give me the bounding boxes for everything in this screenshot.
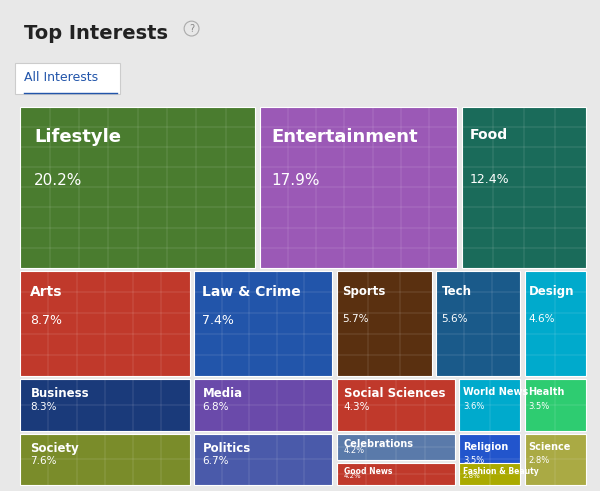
Bar — [194, 379, 332, 431]
Bar — [337, 463, 455, 485]
Text: 6.7%: 6.7% — [202, 456, 229, 466]
Text: 12.4%: 12.4% — [469, 173, 509, 186]
Text: Business: Business — [31, 387, 89, 400]
Text: 2.8%: 2.8% — [463, 473, 481, 479]
Text: 17.9%: 17.9% — [272, 173, 320, 188]
Bar — [337, 435, 455, 460]
Text: Politics: Politics — [202, 442, 251, 455]
Text: Celebrations: Celebrations — [344, 439, 414, 449]
Bar — [20, 379, 190, 431]
Text: Lifestyle: Lifestyle — [34, 128, 121, 146]
Text: Society: Society — [31, 442, 79, 455]
Text: 3.5%: 3.5% — [529, 402, 550, 410]
Bar — [194, 271, 332, 376]
Text: 4.2%: 4.2% — [344, 473, 361, 479]
Text: 4.6%: 4.6% — [529, 314, 555, 325]
Text: 5.7%: 5.7% — [343, 314, 369, 325]
Text: 8.3%: 8.3% — [31, 402, 57, 411]
Bar — [525, 271, 586, 376]
Bar — [260, 107, 457, 268]
Text: 7.4%: 7.4% — [202, 314, 234, 327]
Text: 2.8%: 2.8% — [529, 456, 550, 465]
Text: Law & Crime: Law & Crime — [202, 285, 301, 299]
Text: Food: Food — [469, 128, 508, 142]
Bar — [459, 463, 520, 485]
Text: Top Interests: Top Interests — [24, 24, 168, 43]
Text: 8.7%: 8.7% — [31, 314, 62, 327]
Text: 3.5%: 3.5% — [463, 456, 484, 465]
Text: Social Sciences: Social Sciences — [344, 387, 445, 400]
Text: Media: Media — [202, 387, 242, 400]
Bar — [462, 107, 586, 268]
Text: Fashion & Beauty: Fashion & Beauty — [463, 467, 539, 476]
Bar — [20, 435, 190, 485]
Bar — [459, 379, 520, 431]
Bar — [525, 379, 586, 431]
Bar — [436, 271, 520, 376]
Text: Arts: Arts — [31, 285, 63, 299]
Bar — [20, 271, 190, 376]
Text: Good News: Good News — [344, 467, 392, 476]
Text: Tech: Tech — [442, 285, 472, 298]
Text: 5.6%: 5.6% — [442, 314, 468, 325]
Bar — [525, 435, 586, 485]
Bar — [20, 107, 255, 268]
Text: Design: Design — [529, 285, 574, 298]
Text: 4.3%: 4.3% — [344, 402, 370, 411]
Bar — [194, 435, 332, 485]
Text: 4.2%: 4.2% — [344, 446, 365, 455]
Bar — [459, 435, 520, 485]
Text: Religion: Religion — [463, 442, 508, 452]
FancyBboxPatch shape — [15, 63, 120, 94]
Text: 7.6%: 7.6% — [31, 456, 57, 466]
Bar — [337, 271, 432, 376]
Text: Health: Health — [529, 387, 565, 397]
Bar — [337, 379, 455, 431]
Text: 3.6%: 3.6% — [463, 402, 484, 410]
Text: ?: ? — [189, 24, 194, 33]
Text: 20.2%: 20.2% — [34, 173, 83, 188]
Text: Entertainment: Entertainment — [272, 128, 418, 146]
Text: Science: Science — [529, 442, 571, 452]
Text: All Interests: All Interests — [24, 71, 98, 84]
Text: World News: World News — [463, 387, 528, 397]
Text: Sports: Sports — [343, 285, 386, 298]
Text: 6.8%: 6.8% — [202, 402, 229, 411]
